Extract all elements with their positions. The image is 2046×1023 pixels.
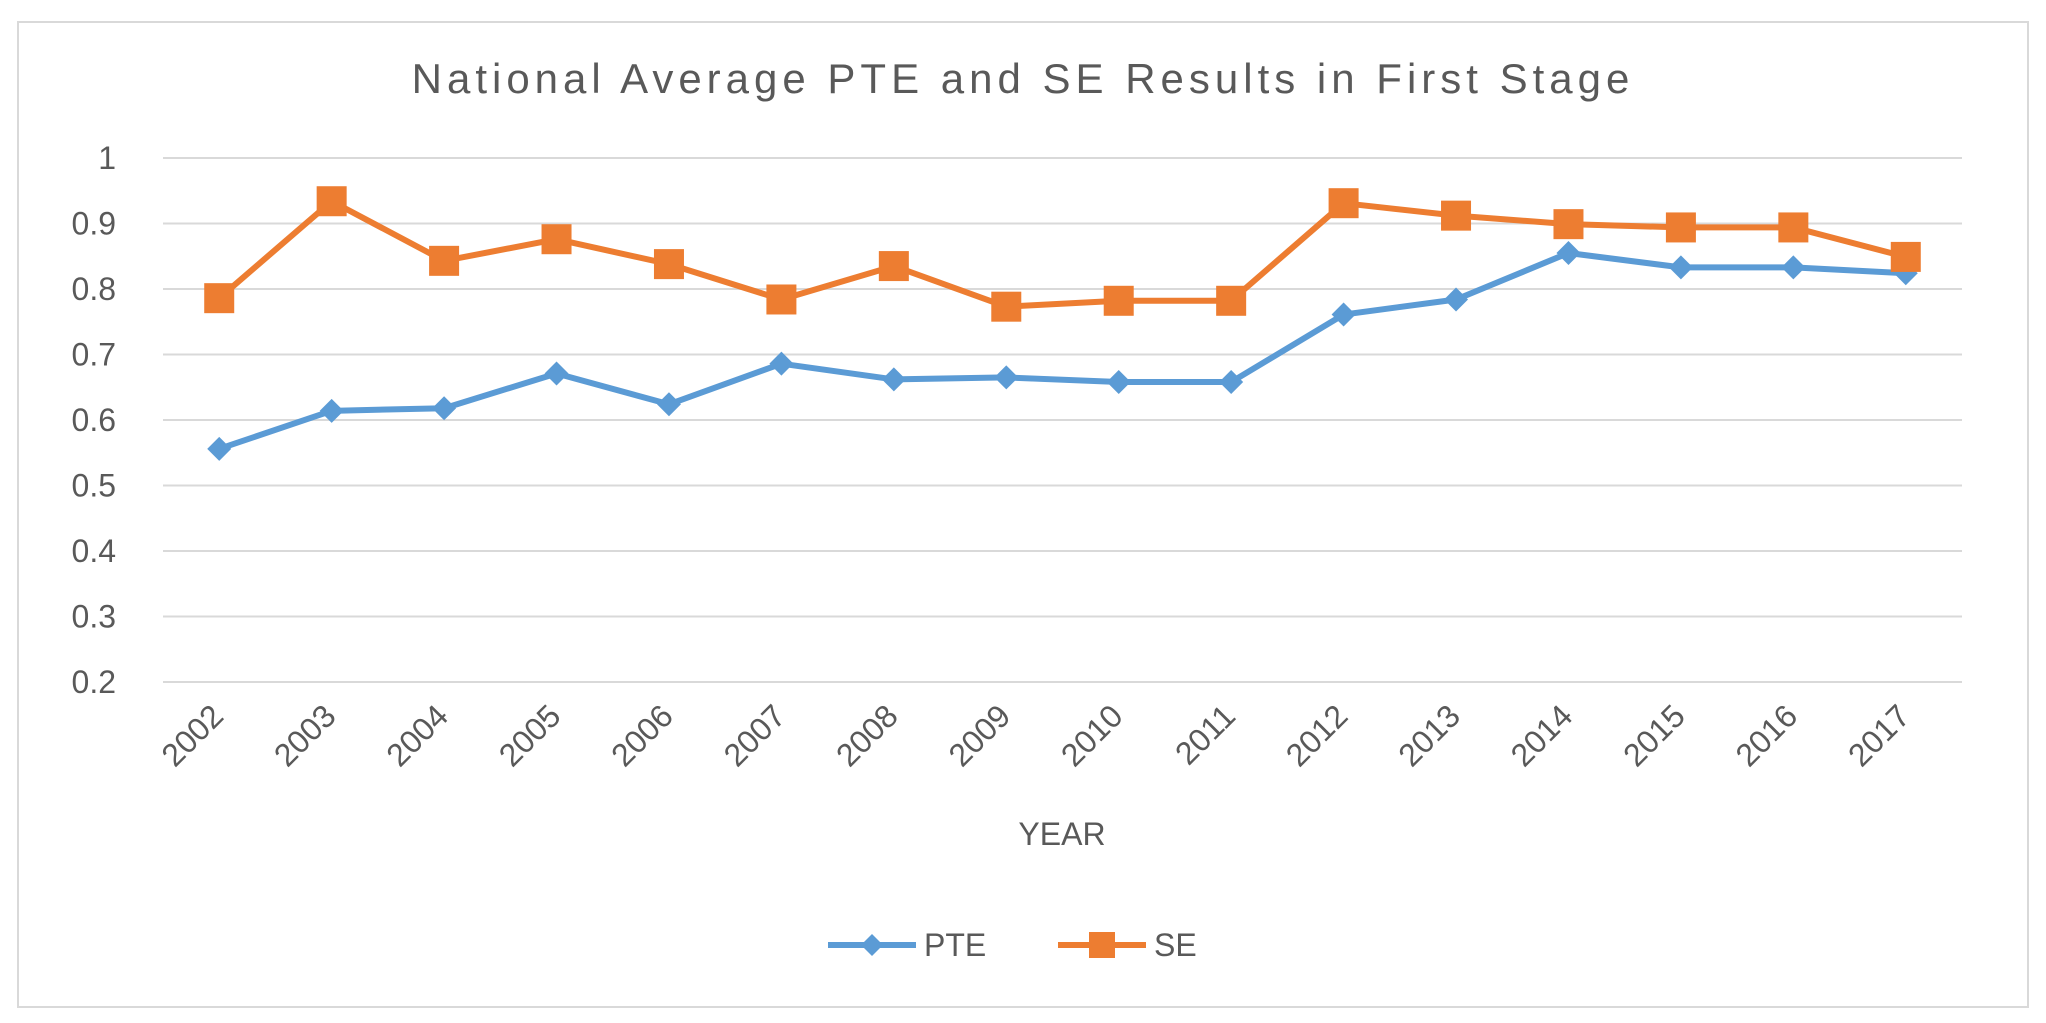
data-point-se (1890, 241, 1921, 272)
data-point-pte (656, 392, 681, 417)
y-tick-label: 0.3 (72, 599, 116, 635)
data-point-se (316, 186, 347, 217)
series-layer (204, 186, 1921, 461)
chart-title: National Average PTE and SE Results in F… (412, 55, 1635, 102)
data-point-se (1328, 188, 1359, 219)
data-point-pte (1781, 255, 1806, 280)
chart-border (17, 21, 2029, 1008)
series-se (204, 186, 1921, 322)
data-point-pte (319, 398, 344, 423)
y-tick-label: 0.5 (72, 468, 116, 504)
y-tick-label: 0.8 (72, 271, 116, 307)
data-point-se (1665, 212, 1696, 243)
data-point-pte (881, 367, 906, 392)
data-point-se (1553, 209, 1584, 240)
y-tick-label: 0.2 (72, 664, 116, 700)
data-point-se (204, 283, 235, 314)
data-point-pte (1668, 255, 1693, 280)
y-tick-label: 0.9 (72, 206, 116, 242)
legend-label: PTE (924, 927, 986, 963)
data-point-pte (994, 365, 1019, 390)
data-point-se (541, 224, 572, 255)
x-axis-title: YEAR (1018, 816, 1105, 852)
data-point-pte (1556, 240, 1581, 265)
series-line-se (217, 198, 1907, 310)
legend: PTE SE (828, 927, 1197, 963)
legend-marker (861, 934, 883, 956)
y-tick-label: 1 (98, 140, 116, 176)
data-point-pte (544, 361, 569, 386)
y-tick-label: 0.4 (72, 533, 116, 569)
data-point-se (653, 249, 684, 280)
data-point-pte (1444, 287, 1469, 312)
data-point-se (1778, 212, 1809, 243)
data-point-pte (1219, 370, 1244, 395)
data-point-se (991, 291, 1022, 322)
y-axis-ticks: 0.2 0.3 0.4 0.5 0.6 0.7 0.8 0.9 1 (72, 140, 116, 700)
y-tick-label: 0.6 (72, 402, 116, 438)
data-point-pte (1331, 302, 1356, 327)
data-point-pte (432, 396, 457, 421)
data-point-pte (769, 351, 794, 376)
data-point-se (429, 245, 460, 276)
y-tick-label: 0.7 (72, 337, 116, 373)
data-point-se (1441, 200, 1472, 231)
legend-item-pte: PTE (828, 927, 986, 963)
data-point-se (878, 251, 909, 282)
data-point-se (1216, 285, 1247, 316)
legend-label: SE (1154, 927, 1197, 963)
legend-item-se: SE (1058, 927, 1197, 963)
data-point-se (766, 284, 797, 315)
series-line-pte (218, 249, 1906, 452)
data-point-se (1103, 285, 1134, 316)
data-point-pte (1106, 370, 1131, 395)
legend-marker (1089, 932, 1115, 958)
gridlines (163, 157, 1962, 683)
data-point-pte (207, 436, 232, 461)
